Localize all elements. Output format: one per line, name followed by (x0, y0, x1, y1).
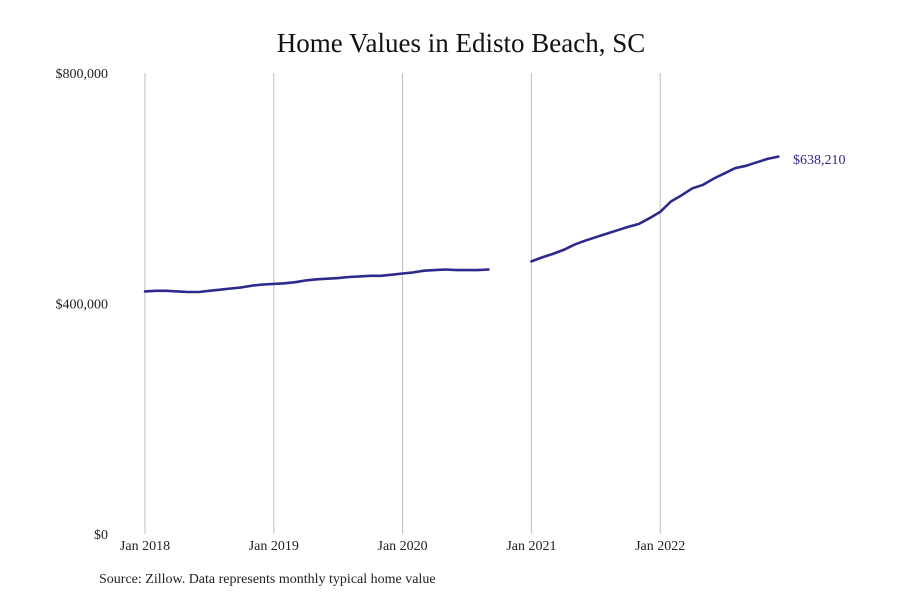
y-tick-label: $800,000 (56, 67, 109, 82)
x-tick-label: Jan 2022 (635, 539, 685, 554)
x-tick-label: Jan 2018 (120, 539, 170, 554)
chart-title: Home Values in Edisto Beach, SC (277, 28, 645, 58)
end-value-label: $638,210 (793, 153, 846, 168)
x-axis-ticks: Jan 2018 Jan 2019 Jan 2020 Jan 2021 Jan 2022 (120, 539, 685, 554)
x-tick-label: Jan 2020 (378, 539, 428, 554)
x-tick-label: Jan 2019 (249, 539, 299, 554)
y-tick-label: $0 (94, 528, 108, 543)
series-line-segment-0 (143, 268, 490, 294)
y-tick-label: $400,000 (56, 298, 109, 313)
series-lines (143, 155, 780, 294)
x-tick-label: Jan 2021 (506, 539, 556, 554)
y-axis-ticks: $0 $400,000 $800,000 (56, 67, 109, 543)
source-note: Source: Zillow. Data represents monthly … (99, 572, 436, 587)
series-line-segment-1 (530, 155, 780, 263)
gridlines (144, 73, 661, 534)
